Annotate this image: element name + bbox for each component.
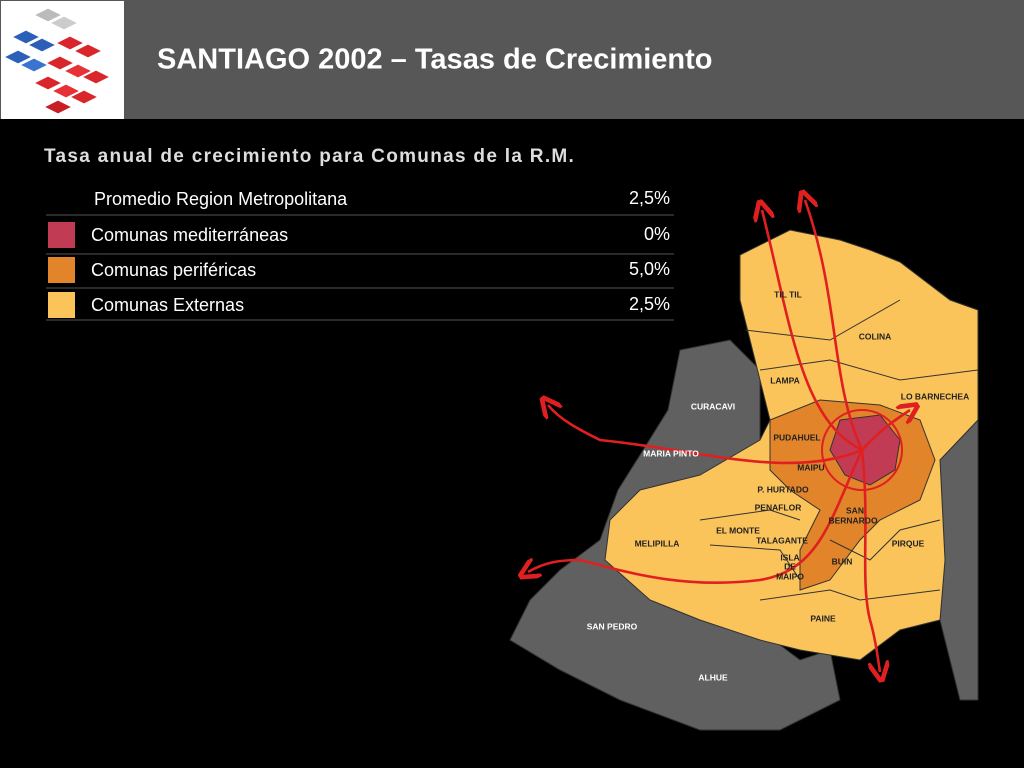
map-label: ISLA	[780, 552, 799, 562]
legend: Promedio Region Metropolitana 2,5% Comunas…	[46, 188, 674, 321]
map-label: COLINA	[859, 331, 892, 341]
legend-value: 5,0%	[629, 259, 670, 279]
legend-swatch	[48, 292, 75, 318]
map-label: DE	[784, 561, 796, 571]
legend-value: 2,5%	[629, 188, 670, 208]
map-label: TIL TIL	[774, 289, 802, 299]
map-label: MAIPO	[776, 571, 804, 581]
legend-swatch	[48, 257, 75, 283]
logo	[1, 1, 124, 119]
legend-label: Promedio Region Metropolitana	[94, 189, 348, 209]
map-label: MARIA PINTO	[643, 448, 699, 458]
header-bar	[0, 0, 1024, 119]
map-label: PAINE	[810, 613, 836, 623]
map-label: BUIN	[832, 556, 853, 566]
map-label: PUDAHUEL	[773, 432, 820, 442]
map-label: EL MONTE	[716, 525, 760, 535]
legend-label: Comunas Externas	[91, 295, 244, 315]
legend-value: 2,5%	[629, 294, 670, 314]
legend-value: 0%	[644, 224, 670, 244]
map-label: PIRQUE	[892, 538, 925, 548]
map-label: LAMPA	[770, 375, 800, 385]
map: TIL TIL COLINA LAMPA LO BARNECHEA CURACAVI PU…	[509, 200, 979, 731]
slide-title: SANTIAGO 2002 – Tasas de Crecimiento	[157, 44, 713, 76]
map-label: MELIPILLA	[635, 538, 680, 548]
map-label: BERNARDO	[828, 515, 878, 525]
legend-swatch	[48, 222, 75, 248]
map-label: ALHUE	[698, 672, 728, 682]
legend-label: Comunas periféricas	[91, 260, 256, 280]
map-label: CURACAVI	[691, 401, 735, 411]
map-label: PENAFLOR	[755, 502, 802, 512]
legend-title: Tasa anual de crecimiento para Comunas d…	[44, 146, 575, 167]
map-label: TALAGANTE	[756, 535, 808, 545]
map-label: SAN PEDRO	[587, 621, 638, 631]
map-label: SAN	[846, 505, 864, 515]
map-label: MAIPU	[797, 462, 824, 472]
map-label: P. HURTADO	[757, 484, 809, 494]
map-label: LO BARNECHEA	[901, 391, 969, 401]
legend-label: Comunas mediterráneas	[91, 225, 288, 245]
